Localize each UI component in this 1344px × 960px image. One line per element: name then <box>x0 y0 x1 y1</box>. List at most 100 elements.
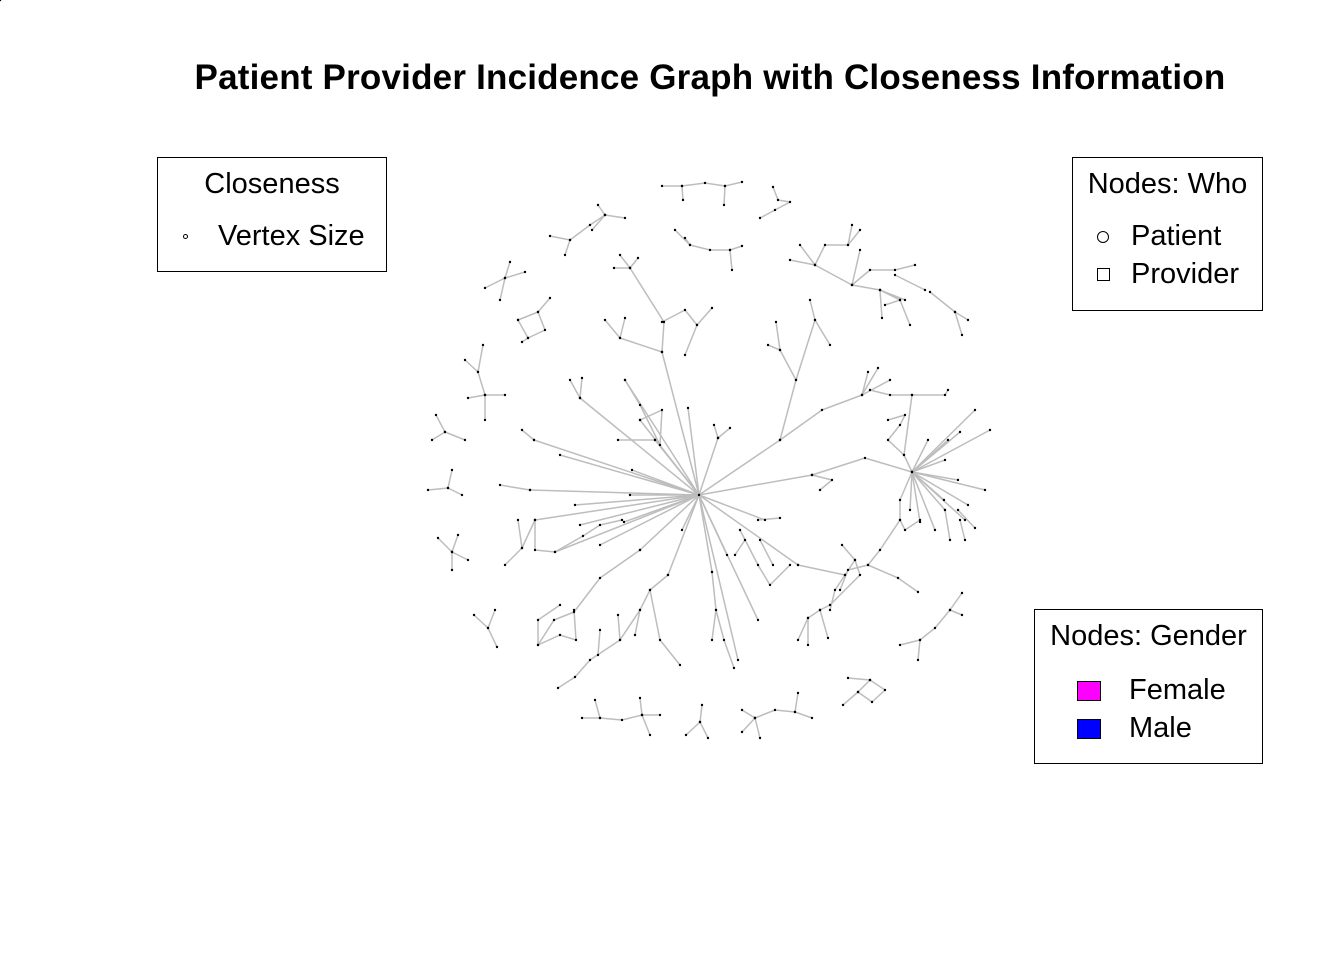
edge-28 <box>639 419 700 496</box>
vertex-337 <box>638 696 642 700</box>
edge-73 <box>715 609 725 641</box>
edge-156 <box>759 539 774 566</box>
edge-86 <box>795 319 816 381</box>
vertex-194 <box>806 643 810 647</box>
vertex-263 <box>868 268 872 272</box>
vertex-157 <box>886 438 890 442</box>
edge-59 <box>599 519 623 526</box>
vertex-232 <box>596 203 600 207</box>
edge-66 <box>557 676 576 689</box>
edge-185 <box>799 244 816 266</box>
vertex-121 <box>778 348 782 352</box>
vertex-326 <box>493 608 497 612</box>
edge-240 <box>741 717 756 733</box>
edge-63 <box>619 609 641 641</box>
vertex-35 <box>612 266 616 270</box>
edge-65 <box>574 659 591 678</box>
edge-137 <box>867 564 899 579</box>
vertex-312 <box>450 468 454 472</box>
vertex-327 <box>486 626 490 630</box>
edge-243 <box>794 711 813 719</box>
edge-158 <box>681 182 706 187</box>
edge-74 <box>723 639 735 669</box>
edge-162 <box>723 185 726 206</box>
vertex-45 <box>636 256 640 260</box>
edge-96 <box>809 299 816 321</box>
edge-172 <box>549 235 571 241</box>
vertex-353 <box>758 736 762 740</box>
vertex-233 <box>603 213 607 217</box>
vertex-182 <box>943 508 947 512</box>
vertex-279 <box>923 288 927 292</box>
vertex-132 <box>808 298 812 302</box>
vertex-354 <box>793 710 797 714</box>
edge-33 <box>661 309 686 323</box>
edge-197 <box>929 291 956 313</box>
vertex-220 <box>681 198 685 202</box>
vertex-230 <box>623 216 627 220</box>
vertex-226 <box>773 208 777 212</box>
vertex-321 <box>450 568 454 572</box>
vertex-210 <box>743 538 747 542</box>
vertex-342 <box>706 736 710 740</box>
vertex-300 <box>476 370 480 374</box>
vertex-150 <box>863 456 867 460</box>
edge-37 <box>619 254 631 269</box>
vertex-199 <box>843 573 847 577</box>
vertex-180 <box>956 508 960 512</box>
vertex-134 <box>956 478 960 482</box>
edge-69 <box>659 639 681 666</box>
male-label: Male <box>1129 712 1192 744</box>
edge-125 <box>869 389 891 396</box>
vertex-206 <box>768 583 772 587</box>
vertex-316 <box>460 493 464 497</box>
vertex-185 <box>896 576 900 580</box>
vertex-250 <box>823 243 827 247</box>
edge-7 <box>529 489 700 496</box>
vertex-324 <box>472 613 476 617</box>
vertex-13 <box>598 543 602 547</box>
edge-238 <box>699 721 709 739</box>
edge-193 <box>879 289 883 319</box>
edge-41 <box>619 317 626 339</box>
edge-108 <box>911 439 929 473</box>
edge-35 <box>684 324 698 356</box>
edge-79 <box>537 619 555 646</box>
vertex-88 <box>618 638 622 642</box>
vertex-147 <box>988 428 992 432</box>
vertex-293 <box>536 310 540 314</box>
edge-135 <box>957 509 976 529</box>
vertex-335 <box>593 698 597 702</box>
edge-187 <box>851 284 881 291</box>
vertex-142 <box>983 488 987 492</box>
edge-152 <box>757 564 771 586</box>
vertex-274 <box>928 290 932 294</box>
square-icon <box>1097 268 1110 281</box>
vertex-154 <box>818 488 822 492</box>
edge-103 <box>911 471 936 531</box>
closeness-legend-title: Closeness <box>204 168 340 200</box>
edge-104 <box>911 471 945 501</box>
vertex-145 <box>958 430 962 434</box>
vertex-214 <box>660 184 664 188</box>
vertex-311 <box>463 438 467 442</box>
vertex-345 <box>740 730 744 734</box>
edge-138 <box>897 577 919 593</box>
vertex-179 <box>963 538 967 542</box>
edge-171 <box>569 224 591 241</box>
vertex-64 <box>716 436 720 440</box>
edge-201 <box>504 261 511 279</box>
vertex-97 <box>710 570 714 574</box>
female-label: Female <box>1129 674 1226 706</box>
vertex-103 <box>638 548 642 552</box>
vertex-89 <box>616 613 620 617</box>
vertex-55 <box>638 418 642 422</box>
vertex-63 <box>712 423 716 427</box>
edge-209 <box>537 297 551 313</box>
edge-95 <box>861 367 879 396</box>
vertex-256 <box>798 243 802 247</box>
vertex-41 <box>710 306 714 310</box>
vertex-102 <box>710 638 714 642</box>
edge-218 <box>431 431 446 441</box>
vertex-265 <box>913 263 917 267</box>
